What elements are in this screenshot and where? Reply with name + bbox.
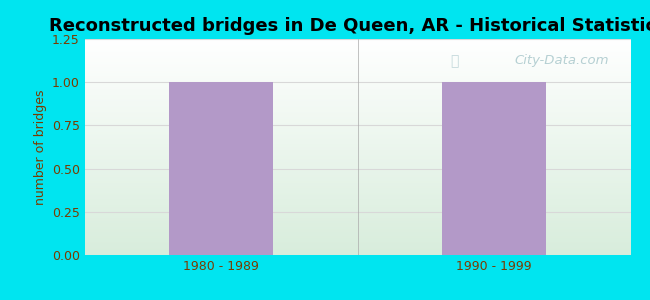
- Text: ⓘ: ⓘ: [450, 54, 459, 68]
- Bar: [442, 82, 546, 255]
- Title: Reconstructed bridges in De Queen, AR - Historical Statistics: Reconstructed bridges in De Queen, AR - …: [49, 17, 650, 35]
- Bar: [169, 82, 273, 255]
- Y-axis label: number of bridges: number of bridges: [34, 89, 47, 205]
- Text: City-Data.com: City-Data.com: [514, 54, 608, 67]
